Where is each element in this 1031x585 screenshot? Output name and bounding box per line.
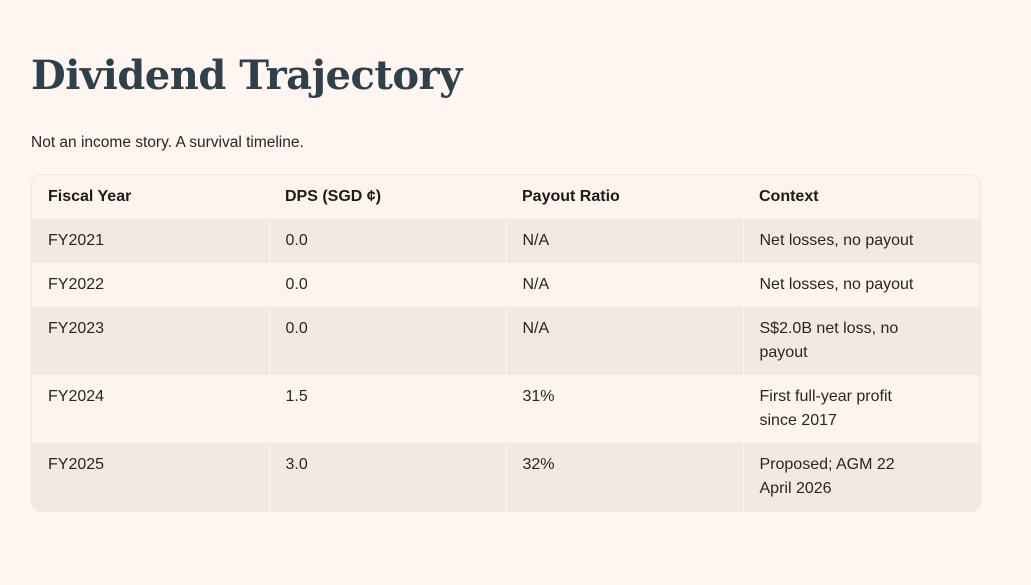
cell-payout_ratio: N/A <box>506 263 744 307</box>
table-header-row: Fiscal Year DPS (SGD ¢) Payout Ratio Contex… <box>32 175 980 219</box>
cell-dps: 3.0 <box>269 443 507 511</box>
cell-fiscal_year: FY2022 <box>32 263 270 307</box>
table-head: Fiscal Year DPS (SGD ¢) Payout Ratio Contex… <box>32 175 980 219</box>
cell-context: Net losses, no payout <box>759 276 914 293</box>
cell-fiscal_year: FY2023 <box>32 307 270 375</box>
cell-fiscal_year: FY2025 <box>32 443 270 511</box>
column-header-context: Context <box>759 188 819 205</box>
cell-payout_ratio: 31% <box>506 375 744 443</box>
column-header-fiscal_year: Fiscal Year <box>48 188 132 205</box>
cell-payout_ratio: N/A <box>506 219 744 263</box>
cell-dps: 0.0 <box>269 219 507 263</box>
cell-dps: 1.5 <box>269 375 507 443</box>
column-header-payout_ratio: Payout Ratio <box>522 188 620 205</box>
cell-context: S$2.0B net loss, no payout <box>743 307 980 375</box>
page-title: Dividend Trajectory <box>31 52 462 99</box>
cell-fiscal_year: FY2021 <box>32 219 270 263</box>
cell-context: First full-year profit since 2017 <box>759 388 892 429</box>
dividend-table: Fiscal Year DPS (SGD ¢) Payout Ratio Contex… <box>32 175 980 511</box>
cell-payout_ratio: N/A <box>506 307 744 375</box>
table-body: FY2021 0.0 N/A Net losses, no payout FY2022 0… <box>32 219 980 511</box>
cell-dps: 0.0 <box>269 307 507 375</box>
page: Dividend Trajectory Not an income story.… <box>31 52 981 512</box>
dividend-table-card: Fiscal Year DPS (SGD ¢) Payout Ratio Contex… <box>31 174 981 512</box>
table-row-fy2024: FY2024 1.5 31% First full-year profit since… <box>32 375 980 443</box>
cell-context: Proposed; AGM 22 April 2026 <box>743 443 980 511</box>
cell-fiscal_year: FY2024 <box>32 375 270 443</box>
table-row-fy2023: FY2023 0.0 N/A S$2.0B net loss, no payout <box>32 307 980 375</box>
page-subtitle: Not an income story. A survival timeline… <box>31 134 304 151</box>
column-header-dps: DPS (SGD ¢) <box>285 188 382 205</box>
cell-dps: 0.0 <box>269 263 507 307</box>
table-row-fy2025: FY2025 3.0 32% Proposed; AGM 22 April 2026 <box>32 443 980 511</box>
cell-payout_ratio: 32% <box>506 443 744 511</box>
table-row-fy2022: FY2022 0.0 N/A Net losses, no payout <box>32 263 980 307</box>
cell-context: Net losses, no payout <box>743 219 980 263</box>
table-row-fy2021: FY2021 0.0 N/A Net losses, no payout <box>32 219 980 263</box>
